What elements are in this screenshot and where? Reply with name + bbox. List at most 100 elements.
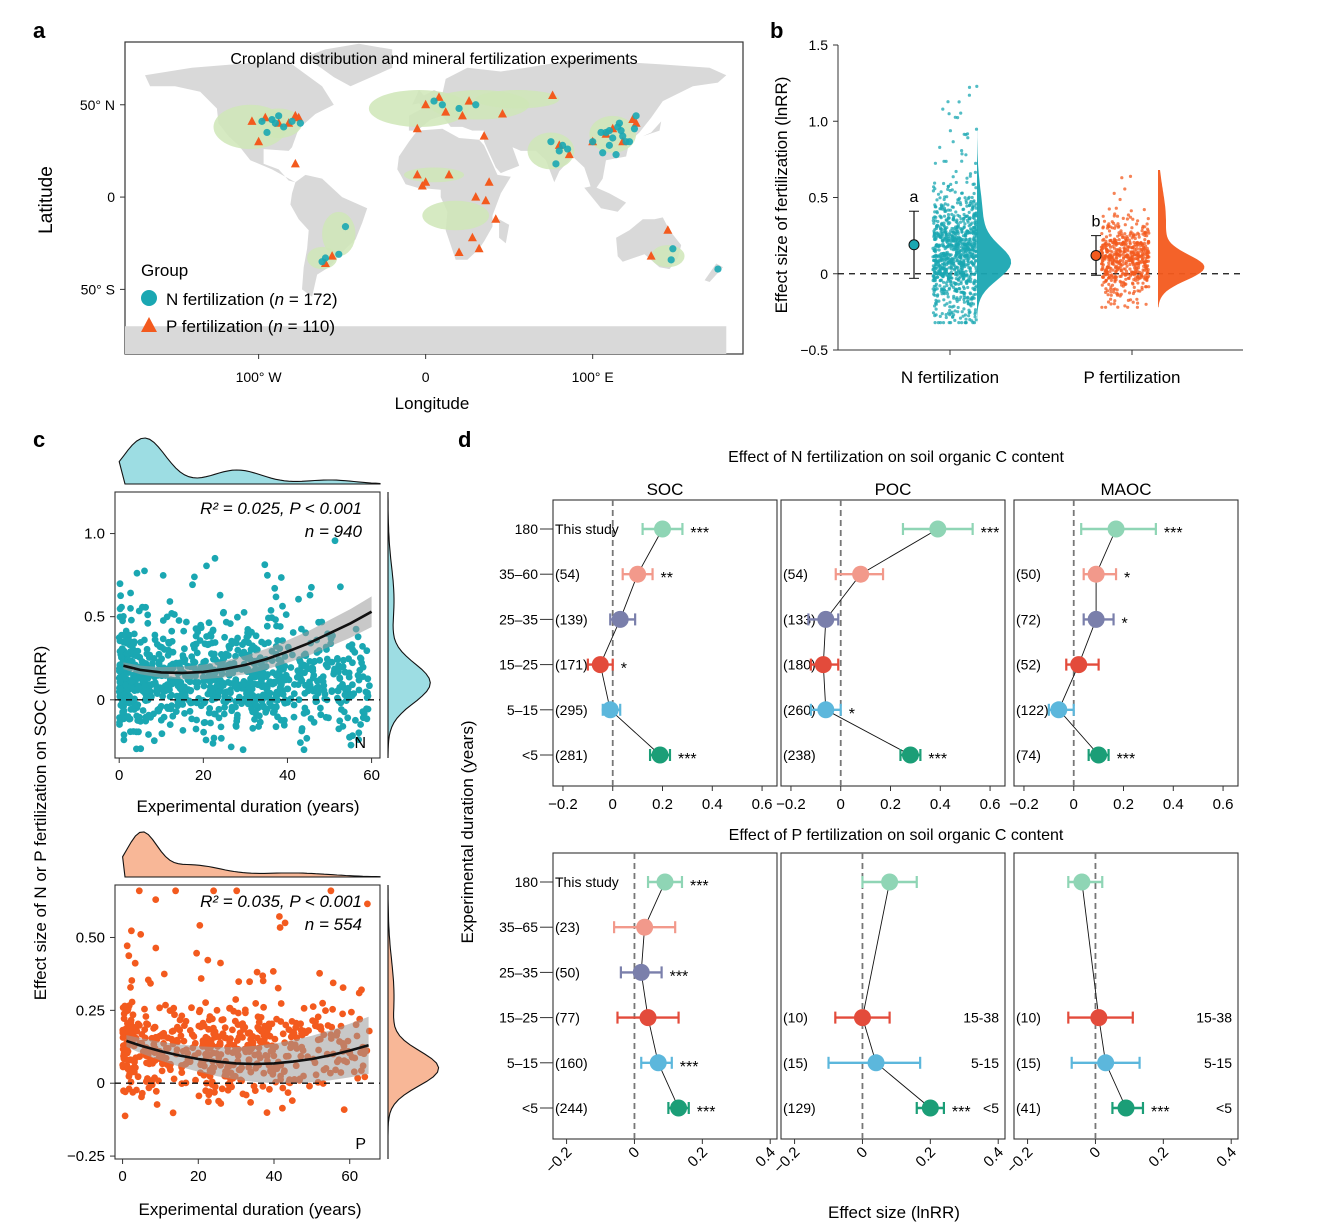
c-bottom-point	[156, 1004, 164, 1012]
b-ytick-label-2: 0.5	[809, 190, 829, 206]
c-top-point	[234, 646, 242, 654]
c-top-point	[159, 572, 167, 579]
n-raw-point	[947, 233, 952, 237]
n-site-marker-8	[341, 223, 350, 231]
n-raw-point	[960, 149, 964, 153]
landmass-4	[397, 128, 511, 260]
cropland-patch-4	[527, 132, 575, 170]
c-bottom-point	[235, 978, 243, 985]
d-p-mean-point	[881, 873, 899, 891]
n-raw-point	[974, 270, 978, 275]
p-raw-point	[1136, 242, 1140, 247]
p-raw-point	[1126, 213, 1130, 217]
d-p-xtick-label: −0.2	[1003, 1144, 1036, 1177]
d-n-frame-poc	[780, 499, 1006, 787]
n-raw-point	[946, 311, 951, 315]
n-raw-point	[955, 296, 959, 300]
c-bottom-point	[300, 1004, 308, 1012]
c-top-point	[192, 632, 200, 640]
p-raw-point	[1145, 246, 1149, 251]
n-raw-point	[967, 308, 971, 312]
c-top-point	[173, 692, 181, 700]
p-raw-point	[1124, 238, 1128, 242]
p-raw-point	[1122, 267, 1126, 271]
p-site-marker-36	[484, 177, 494, 186]
n-raw-point	[935, 210, 939, 214]
d-n-sig-label: *	[1122, 615, 1128, 632]
c-top-point	[272, 616, 279, 623]
c-bottom-point	[316, 969, 323, 977]
c-top-point	[216, 591, 224, 599]
n-raw-point	[933, 254, 937, 258]
n-raw-point	[947, 112, 951, 116]
n-raw-point	[973, 170, 978, 174]
n-raw-point	[944, 281, 948, 285]
d-p-count-label: This study	[555, 874, 619, 890]
p-raw-point	[1146, 268, 1150, 272]
c-bottom-point	[158, 1067, 166, 1075]
d-xlabel: Effect size (lnRR)	[828, 1203, 960, 1222]
c-top-point	[144, 611, 152, 619]
c-bottom-point	[217, 959, 224, 967]
c-bottom-point	[171, 1011, 178, 1019]
p-raw-point	[1118, 274, 1122, 278]
p-raw-point	[1121, 216, 1125, 220]
c-top-point	[239, 641, 246, 648]
c-top-n: 0 20 40 60 0 0.5 1.0 R² = 0.025, P < 0.001 n = 9…	[84, 437, 431, 784]
c-top-point	[137, 718, 144, 725]
n-raw-point	[961, 264, 965, 268]
n-site-marker-34	[714, 265, 722, 273]
p-raw-point	[1146, 259, 1150, 263]
p-raw-point	[1129, 250, 1133, 254]
c-top-ytick-label-2: 1.0	[84, 526, 105, 543]
p-raw-point	[1114, 224, 1118, 228]
c-bottom-point	[192, 1076, 199, 1084]
c-top-point	[363, 647, 371, 655]
n-raw-point	[975, 84, 979, 88]
d-n-xtick-label: 0.2	[1113, 796, 1134, 813]
c-bottom-point	[339, 984, 347, 991]
p-raw-point	[1136, 253, 1140, 257]
c-top-point	[204, 690, 212, 698]
n-raw-point	[942, 254, 947, 258]
p-raw-point	[1112, 191, 1116, 195]
n-raw-point	[936, 321, 941, 325]
cropland-patch-9	[651, 245, 685, 268]
p-raw-point	[1105, 226, 1110, 230]
c-bottom-ytick-label-3: 0.50	[76, 929, 105, 946]
c-top-point	[340, 656, 347, 664]
n-raw-point	[941, 280, 946, 284]
d-n-row-label-3: 15–25	[499, 657, 538, 673]
p-site-marker-11	[421, 99, 431, 109]
p-raw-point	[1109, 302, 1113, 306]
c-bottom-point	[169, 1109, 177, 1117]
n-raw-point	[969, 227, 973, 231]
d-n-xtick-label: 0.6	[752, 796, 773, 813]
n-raw-point	[951, 205, 955, 209]
c-bottom-point	[297, 1020, 304, 1028]
n-raw-point	[964, 249, 969, 253]
c-top-point	[225, 688, 233, 696]
n-raw-point	[935, 224, 939, 228]
p-site-marker-29	[444, 169, 454, 179]
p-raw-point	[1112, 263, 1116, 267]
n-raw-point	[973, 278, 977, 282]
d-n-xtick-label: −0.2	[1009, 796, 1039, 813]
c-top-point	[303, 734, 311, 742]
c-top-point	[210, 734, 218, 742]
c-top-point	[120, 707, 128, 715]
p-raw-point	[1116, 305, 1120, 309]
d-n-mean-point	[1087, 565, 1105, 583]
c-top-point	[193, 699, 201, 707]
c-top-point	[117, 592, 124, 600]
c-bottom-point	[142, 1013, 150, 1020]
p-raw-point	[1115, 250, 1119, 255]
p-site-marker-7	[290, 158, 300, 168]
n-raw-point	[962, 261, 966, 265]
d-n-mean-point	[654, 520, 672, 538]
p-raw-point	[1131, 255, 1135, 259]
n-raw-point	[950, 212, 954, 216]
n-raw-point	[935, 232, 940, 236]
d-panel-title-soc: SOC	[647, 480, 684, 499]
n-raw-point	[962, 307, 966, 311]
